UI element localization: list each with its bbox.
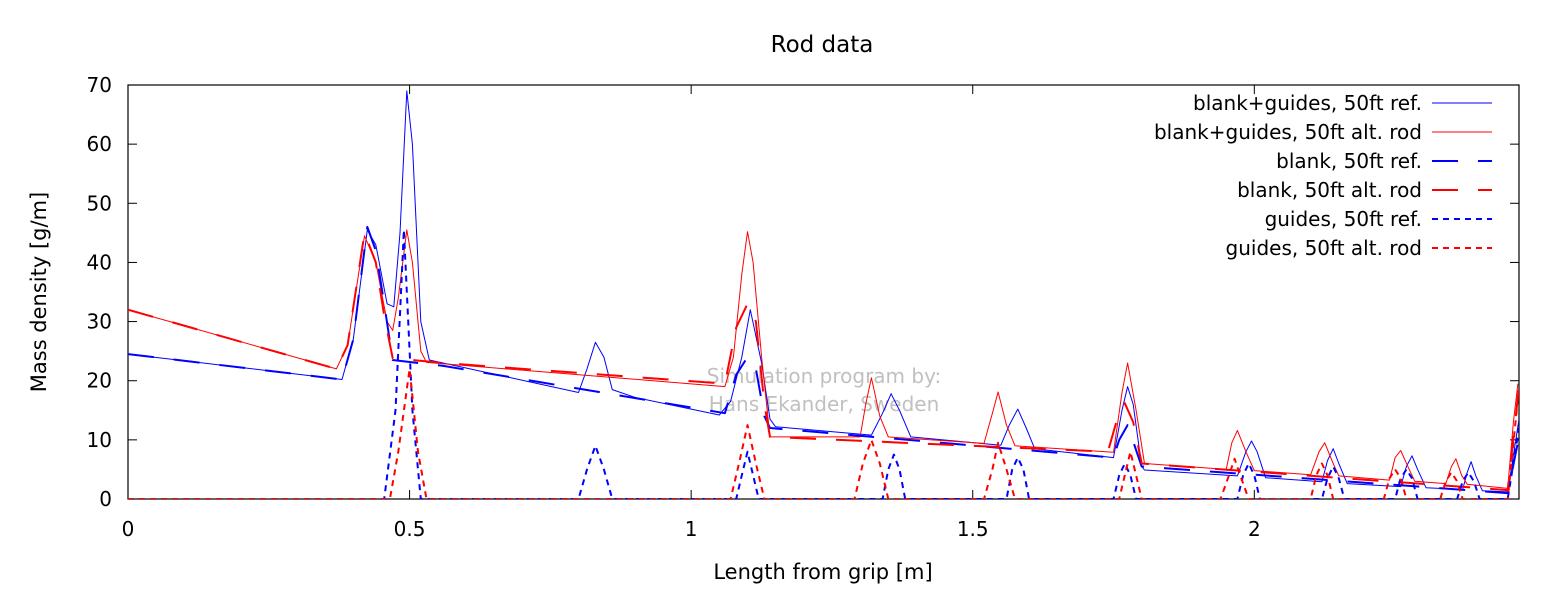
watermark-line: Simulation program by: bbox=[707, 364, 941, 388]
legend-label: blank, 50ft ref. bbox=[1276, 149, 1422, 173]
watermark: Simulation program by: Hans Ekander, Swed… bbox=[707, 364, 941, 416]
x-tick-label: 1 bbox=[685, 517, 698, 541]
y-tick-label: 70 bbox=[87, 73, 112, 97]
series-line bbox=[128, 228, 1519, 499]
y-axis-label: Mass density [g/m] bbox=[27, 192, 51, 392]
x-tick-label: 2 bbox=[1248, 517, 1261, 541]
y-tick-label: 20 bbox=[87, 369, 112, 393]
y-tick-label: 10 bbox=[87, 428, 112, 452]
x-axis-ticks: 0 0.5 1 1.5 2 bbox=[122, 85, 1261, 541]
series-line bbox=[128, 367, 1519, 499]
series-layer bbox=[128, 90, 1519, 499]
x-tick-label: 0.5 bbox=[394, 517, 426, 541]
y-tick-label: 0 bbox=[99, 487, 112, 511]
x-tick-label: 1.5 bbox=[957, 517, 989, 541]
legend: blank+guides, 50ft ref. blank+guides, 50f… bbox=[1154, 91, 1492, 260]
series-line bbox=[128, 229, 1519, 489]
chart-title: Rod data bbox=[771, 32, 874, 58]
watermark-line: Hans Ekander, Sweden bbox=[709, 392, 940, 416]
x-axis-label: Length from grip [m] bbox=[713, 560, 932, 584]
y-tick-label: 60 bbox=[87, 132, 112, 156]
legend-label: guides, 50ft ref. bbox=[1265, 207, 1422, 231]
legend-label: guides, 50ft alt. rod bbox=[1226, 236, 1422, 260]
y-tick-label: 40 bbox=[87, 250, 112, 274]
y-tick-label: 30 bbox=[87, 310, 112, 334]
legend-label: blank+guides, 50ft alt. rod bbox=[1154, 120, 1422, 144]
series-line bbox=[128, 225, 1519, 495]
y-axis-ticks: 0 10 20 30 40 50 60 70 bbox=[87, 73, 1519, 511]
series-line bbox=[128, 231, 1519, 492]
legend-label: blank+guides, 50ft ref. bbox=[1193, 91, 1422, 115]
x-tick-label: 0 bbox=[122, 517, 135, 541]
y-tick-label: 50 bbox=[87, 191, 112, 215]
legend-label: blank, 50ft alt. rod bbox=[1237, 178, 1422, 202]
